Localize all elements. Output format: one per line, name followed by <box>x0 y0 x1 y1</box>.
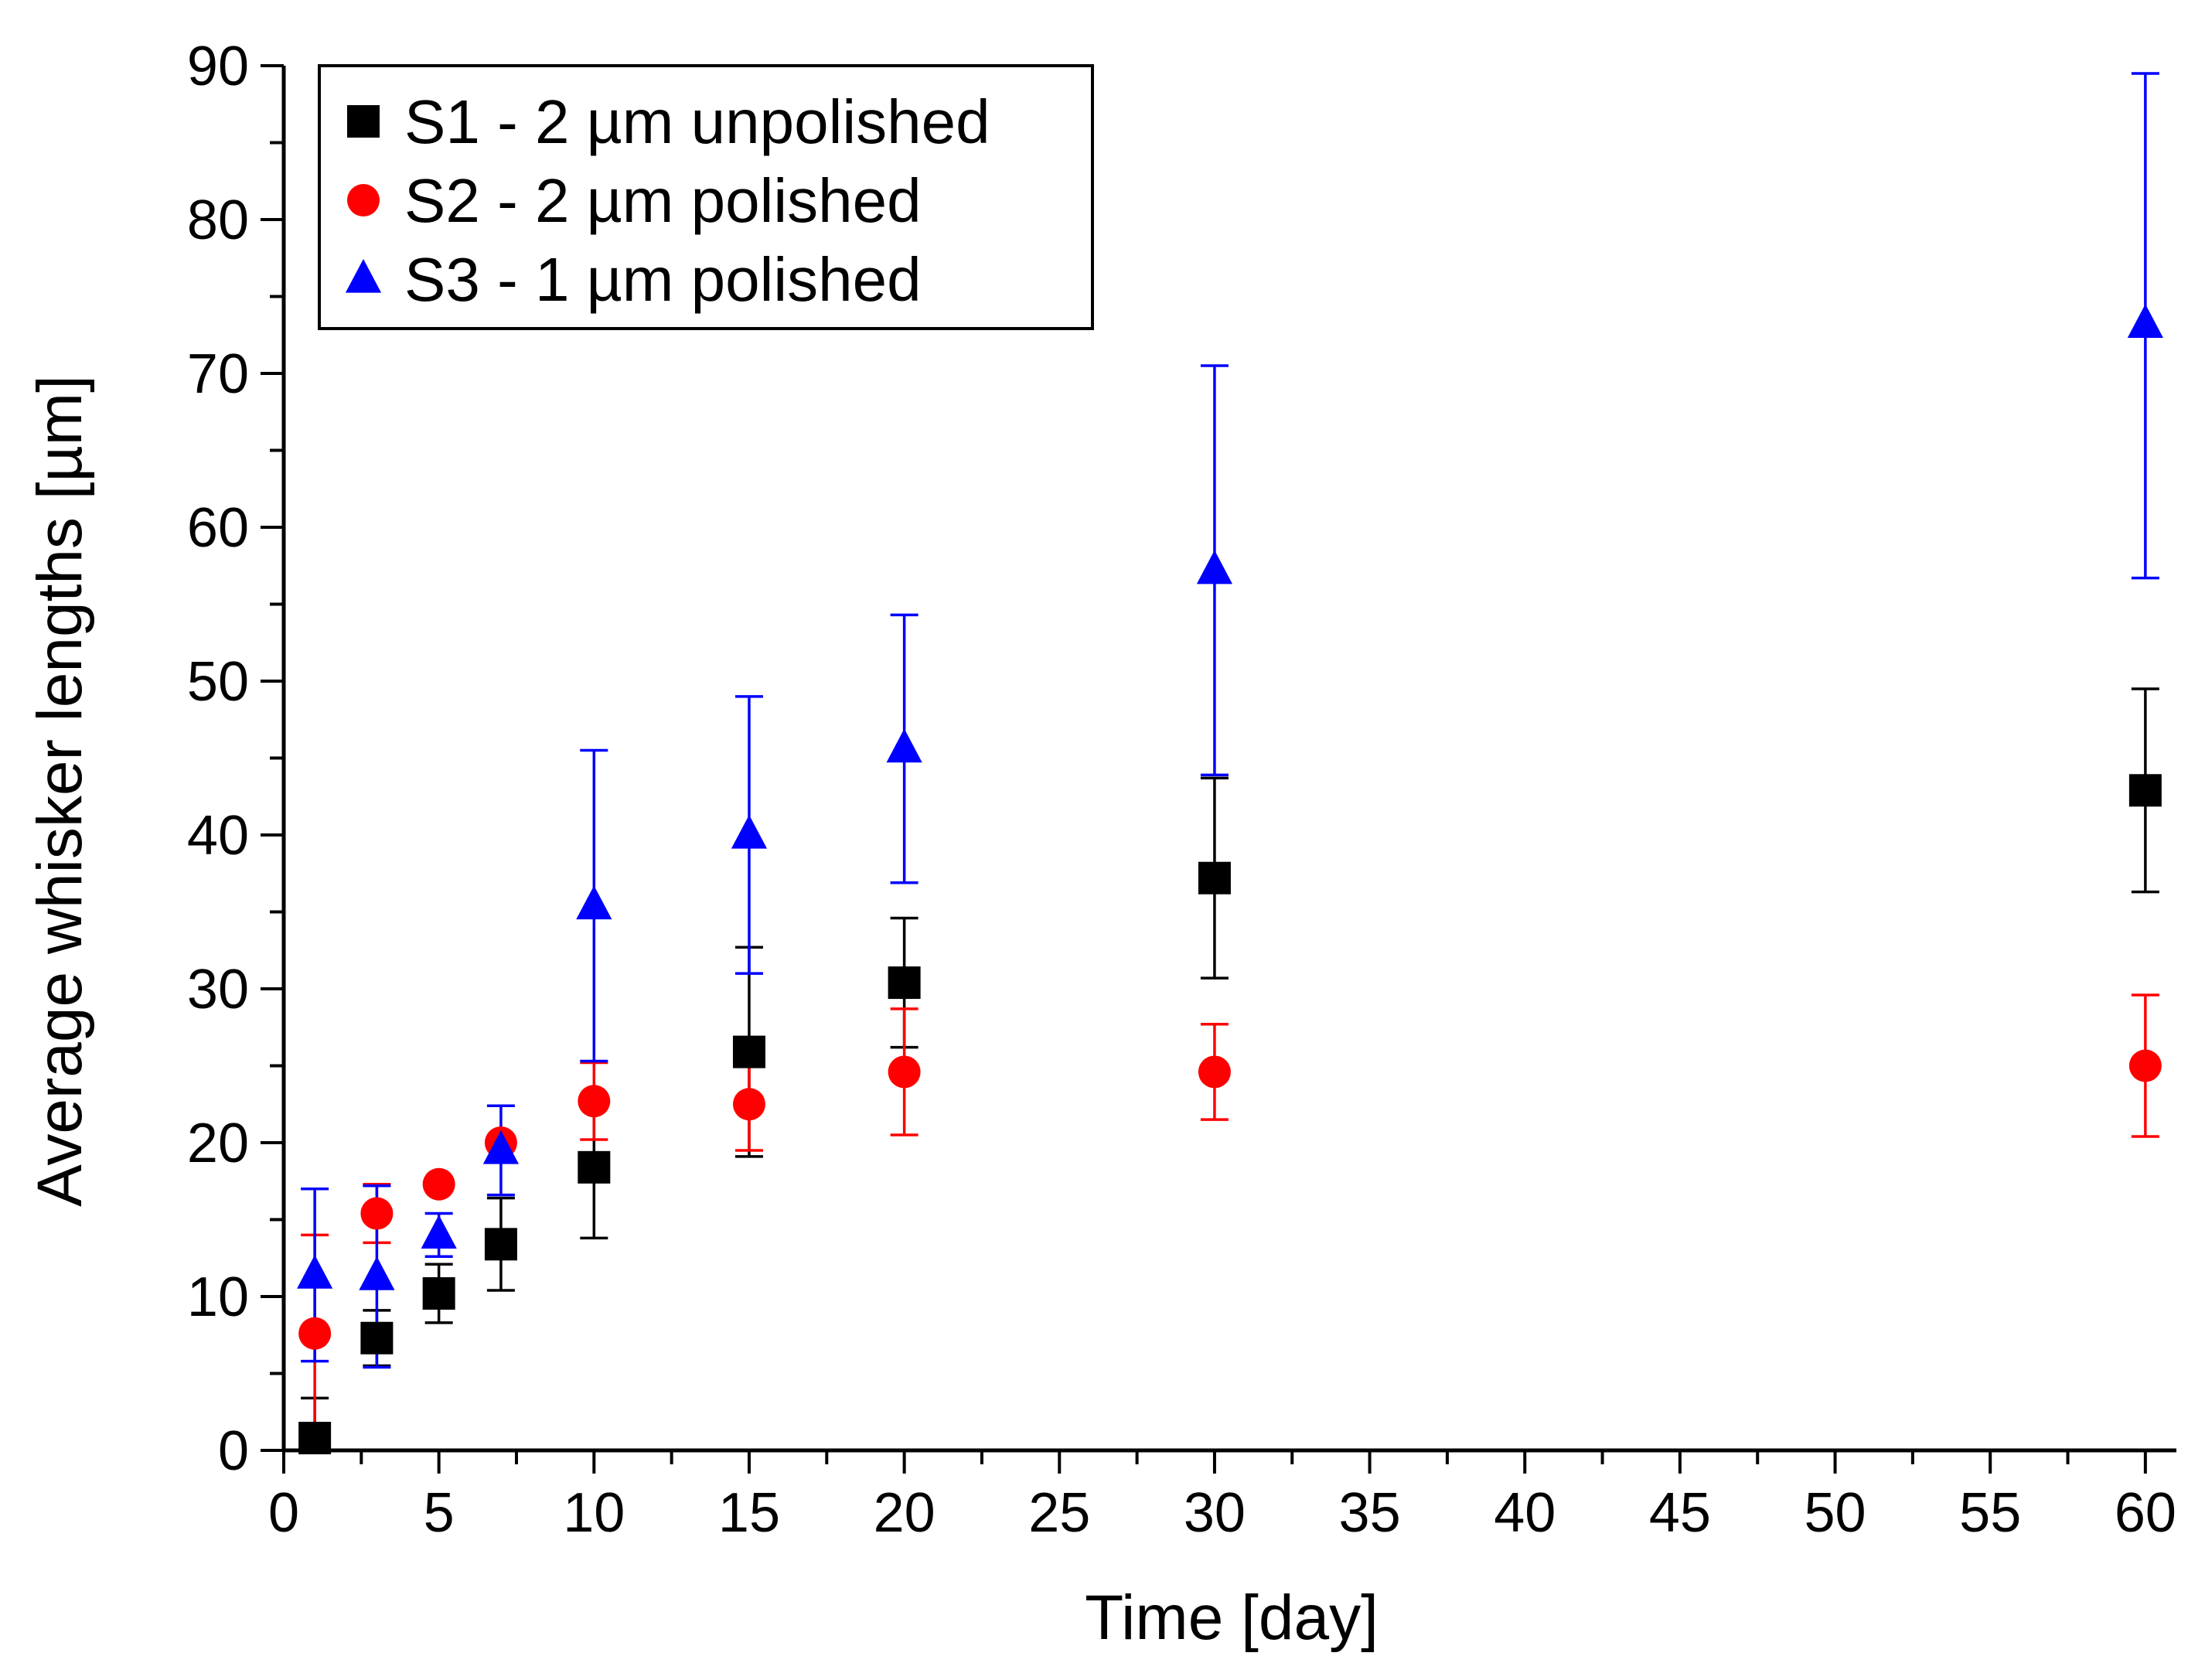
data-point <box>1198 1055 1231 1089</box>
x-tick-label: 40 <box>1494 1482 1556 1544</box>
data-point <box>732 1088 765 1121</box>
y-tick-label: 0 <box>218 1420 249 1482</box>
legend-marker-square <box>347 105 380 138</box>
x-tick-label: 15 <box>718 1482 780 1544</box>
axes: 0 5 10 15 20 25 30 35 40 45 50 55 60 0 10 20 30 40 50 60 70 8… <box>187 36 2176 1544</box>
legend-label: S3 - 1 µm polished <box>404 245 922 314</box>
data-point <box>360 1321 394 1355</box>
legend-marker-triangle <box>345 258 382 293</box>
legend-label: S1 - 2 µm unpolished <box>404 87 990 156</box>
y-axis-title: Average whisker lengths [µm] <box>25 375 95 1207</box>
data-point <box>578 1150 611 1184</box>
y-tick-label: 50 <box>187 651 249 713</box>
y-tick-label: 80 <box>187 189 249 251</box>
legend-marker-circle <box>347 184 380 216</box>
x-tick-label: 60 <box>2115 1482 2176 1544</box>
series-3-points <box>297 304 2163 1290</box>
data-point <box>484 1228 517 1261</box>
data-point <box>888 966 921 1000</box>
data-point <box>2128 774 2162 807</box>
data-point <box>359 1256 395 1290</box>
x-tick-label: 50 <box>1805 1482 1866 1544</box>
x-tick-label: 5 <box>424 1482 455 1544</box>
data-point <box>732 1035 765 1068</box>
x-tick-label: 25 <box>1028 1482 1090 1544</box>
data-point <box>731 814 768 849</box>
legend: S1 - 2 µm unpolished S2 - 2 µm polished S3… <box>318 64 1094 330</box>
data-point <box>2128 1049 2162 1082</box>
y-tick-label: 70 <box>187 343 249 405</box>
series-1-points <box>298 774 2162 1455</box>
y-tick-label: 60 <box>187 497 249 559</box>
y-tick-label: 40 <box>187 805 249 867</box>
x-tick-label: 30 <box>1184 1482 1246 1544</box>
data-point <box>298 1317 332 1350</box>
y-tick-label: 90 <box>187 36 249 97</box>
series-2-points <box>298 1049 2162 1350</box>
y-tick-label: 20 <box>187 1113 249 1174</box>
plot-area <box>297 72 2163 1455</box>
y-tick-label: 30 <box>187 959 249 1021</box>
data-point <box>360 1197 394 1230</box>
data-point <box>888 1055 921 1089</box>
x-axis-title: Time [day] <box>1085 1583 1379 1653</box>
x-tick-label: 55 <box>1959 1482 2021 1544</box>
x-tick-label: 35 <box>1339 1482 1401 1544</box>
data-point <box>421 1215 457 1249</box>
data-point <box>422 1167 455 1201</box>
data-point <box>1196 550 1233 584</box>
data-point <box>422 1277 455 1310</box>
x-tick-label: 0 <box>268 1482 299 1544</box>
legend-box <box>318 64 1094 330</box>
data-point <box>482 1130 520 1164</box>
data-point <box>886 728 922 763</box>
data-point <box>2127 304 2163 338</box>
x-tick-label: 20 <box>874 1482 936 1544</box>
data-point <box>578 1085 611 1118</box>
y-tick-label: 10 <box>187 1266 249 1328</box>
x-tick-label: 45 <box>1649 1482 1711 1544</box>
legend-label: S2 - 2 µm polished <box>404 166 922 235</box>
x-tick-label: 10 <box>563 1482 625 1544</box>
series-2 <box>301 993 2159 1433</box>
data-point <box>576 885 612 920</box>
data-point <box>1198 861 1231 895</box>
data-point <box>297 1255 333 1289</box>
